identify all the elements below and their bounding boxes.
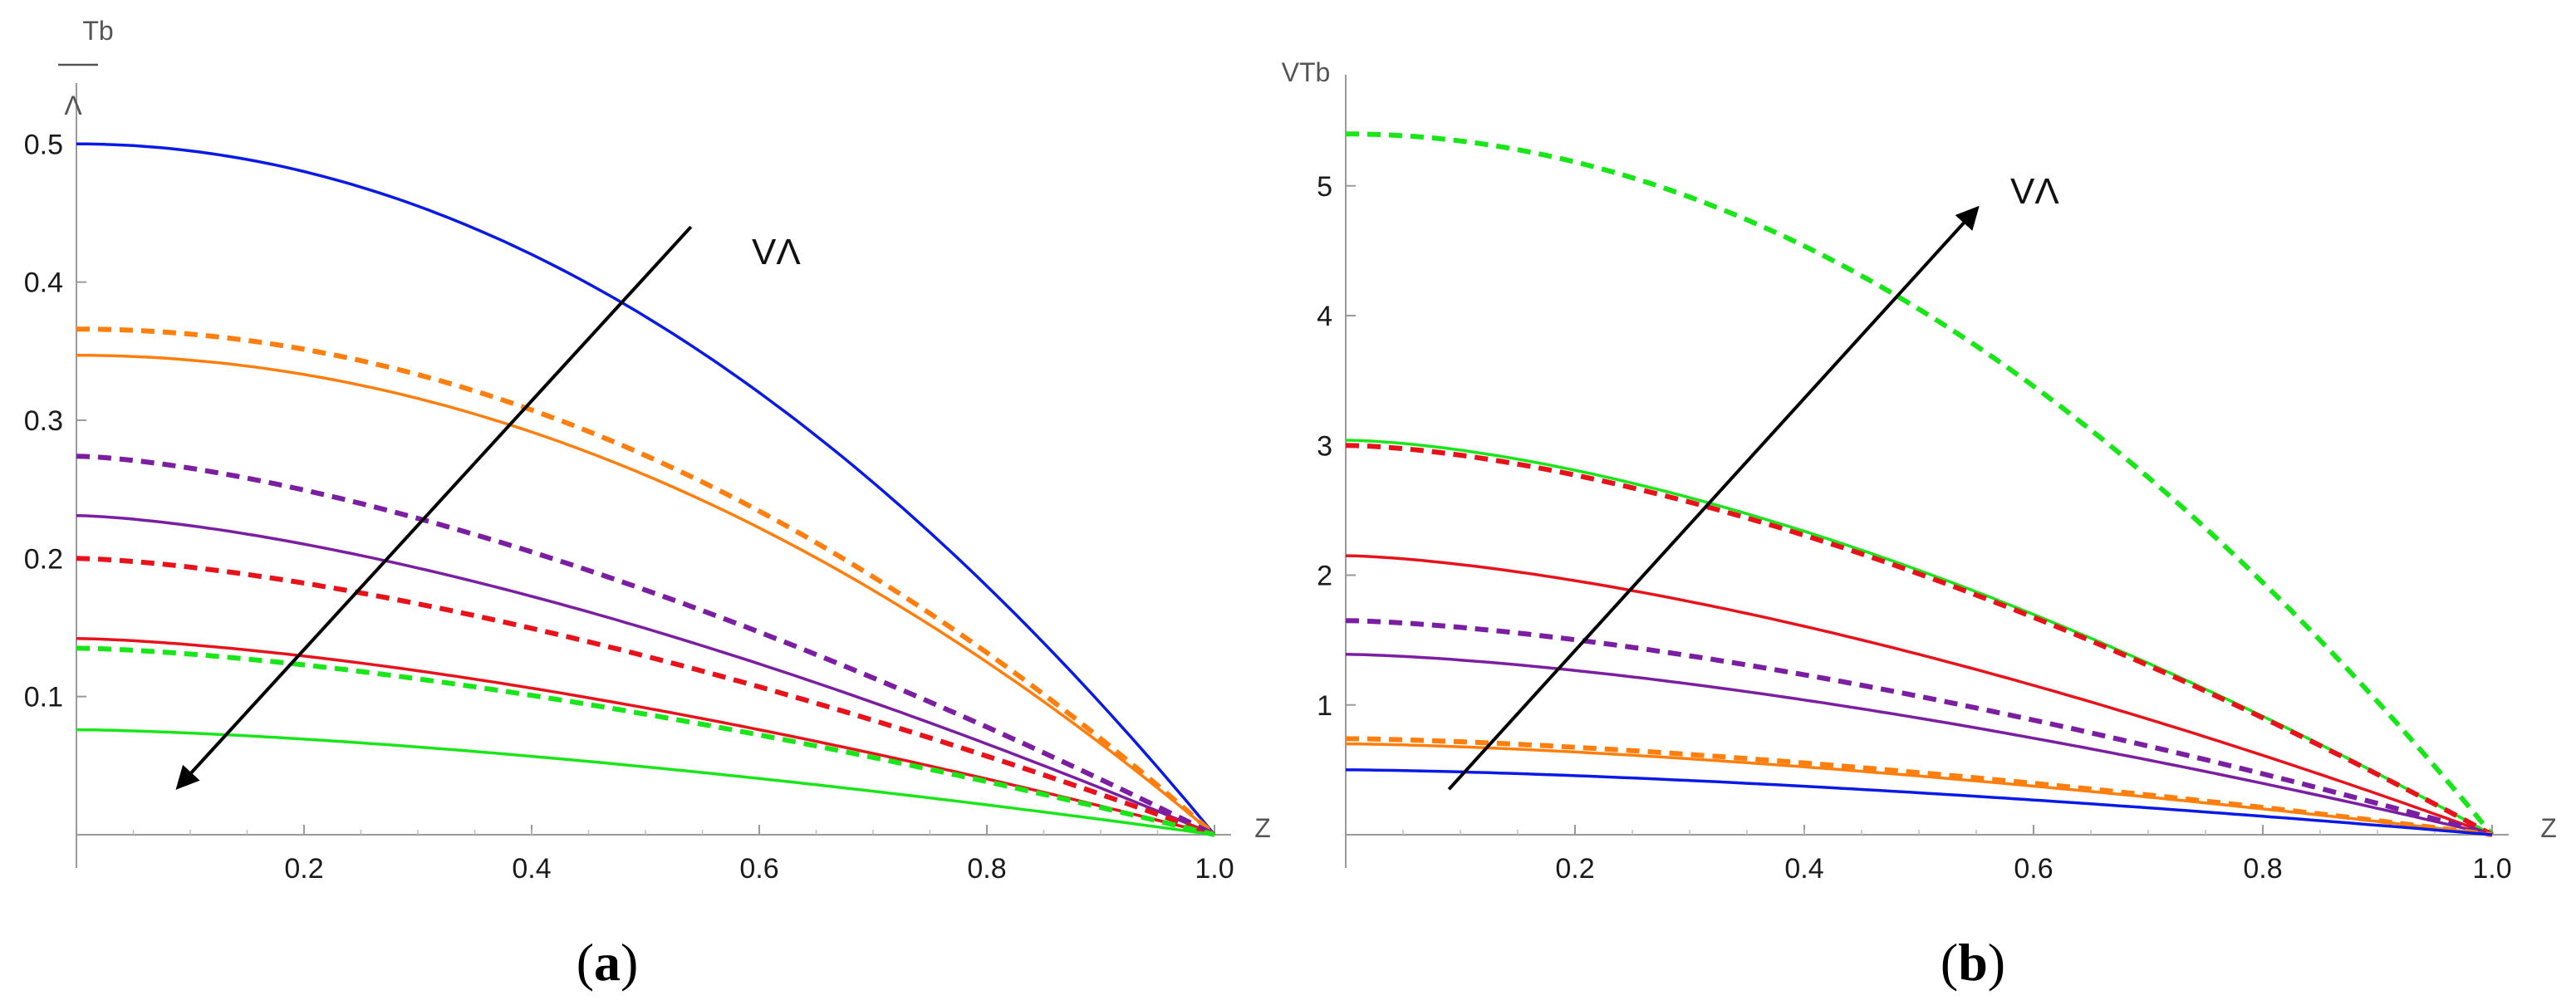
series-red-solid	[1345, 554, 2493, 836]
series-red-dashed	[76, 556, 1216, 837]
chart-panel-b: 0.2 0.4 0.6 0.8 1.0 1 2 3 4 5 VTb Z VΛ (b)	[1282, 57, 2557, 992]
y-axis-label: Tb	[82, 16, 113, 46]
series-red-dashed	[1345, 443, 2494, 837]
series-purple-dashed	[76, 453, 1216, 837]
y-tick-label: 0.5	[24, 129, 63, 160]
x-tick-label: 0.4	[1784, 853, 1823, 885]
x-tick-label: 0.6	[2014, 853, 2053, 885]
series-purple-solid	[76, 513, 1215, 836]
x-tick-label: 1.0	[1195, 853, 1234, 885]
series-blue-solid	[76, 142, 1216, 836]
trend-arrow	[1447, 205, 1980, 791]
y-tick-label: 0.2	[24, 543, 63, 575]
y-axis-label: VTb	[1282, 57, 1331, 87]
chart-panel-a: 0.2 0.4 0.6 0.8 1.0 0.1 0.2 0.3 0.4 0.5 Tb Λ Z VΛ (a)	[24, 16, 1271, 992]
panel-label-letter: b	[1958, 933, 1988, 992]
y-tick-label: 0.1	[24, 682, 63, 713]
y-axis-label-denominator: Λ	[64, 91, 82, 120]
series-purple-solid	[1345, 653, 2493, 836]
panel-label: (b)	[1941, 933, 2005, 992]
series-orange-solid	[76, 354, 1216, 836]
panel-label-close: )	[1988, 933, 2005, 992]
y-tick-label: 1	[1317, 690, 1332, 722]
trend-arrow-label: VΛ	[752, 232, 801, 272]
y-tick-label: 4	[1317, 301, 1332, 332]
x-tick-label: 0.8	[967, 853, 1006, 885]
y-tick-label: 0.3	[24, 405, 63, 437]
x-tick-label: 0.2	[284, 853, 323, 885]
panel-label-close: )	[621, 933, 638, 992]
y-tick-label: 0.4	[24, 267, 63, 299]
x-axis-label: Z	[1254, 813, 1271, 843]
trend-arrow	[175, 225, 693, 790]
series-green-dashed	[1345, 131, 2495, 836]
series-orange-solid	[1345, 742, 2493, 836]
x-tick-label: 0.8	[2243, 853, 2282, 885]
y-tick-label: 2	[1317, 561, 1332, 592]
x-tick-label: 1.0	[2472, 853, 2511, 885]
x-tick-label: 0.4	[512, 853, 551, 885]
series-green-dashed	[76, 645, 1215, 837]
x-axis-label: Z	[2540, 813, 2557, 843]
x-tick-label: 0.6	[739, 853, 778, 885]
series-orange-dashed	[76, 326, 1216, 837]
panel-label-open: (	[577, 933, 594, 992]
series-green-solid	[76, 728, 1215, 836]
y-tick-label: 5	[1317, 171, 1332, 203]
series-purple-dashed	[1345, 618, 2493, 837]
panel-label-open: (	[1941, 933, 1958, 992]
x-tick-label: 0.2	[1555, 853, 1594, 885]
trend-arrow-label: VΛ	[2010, 171, 2059, 212]
y-tick-label: 3	[1317, 430, 1332, 462]
panel-label-letter: a	[594, 933, 621, 992]
series-blue-solid	[1346, 768, 2493, 836]
panel-label: (a)	[577, 933, 639, 992]
